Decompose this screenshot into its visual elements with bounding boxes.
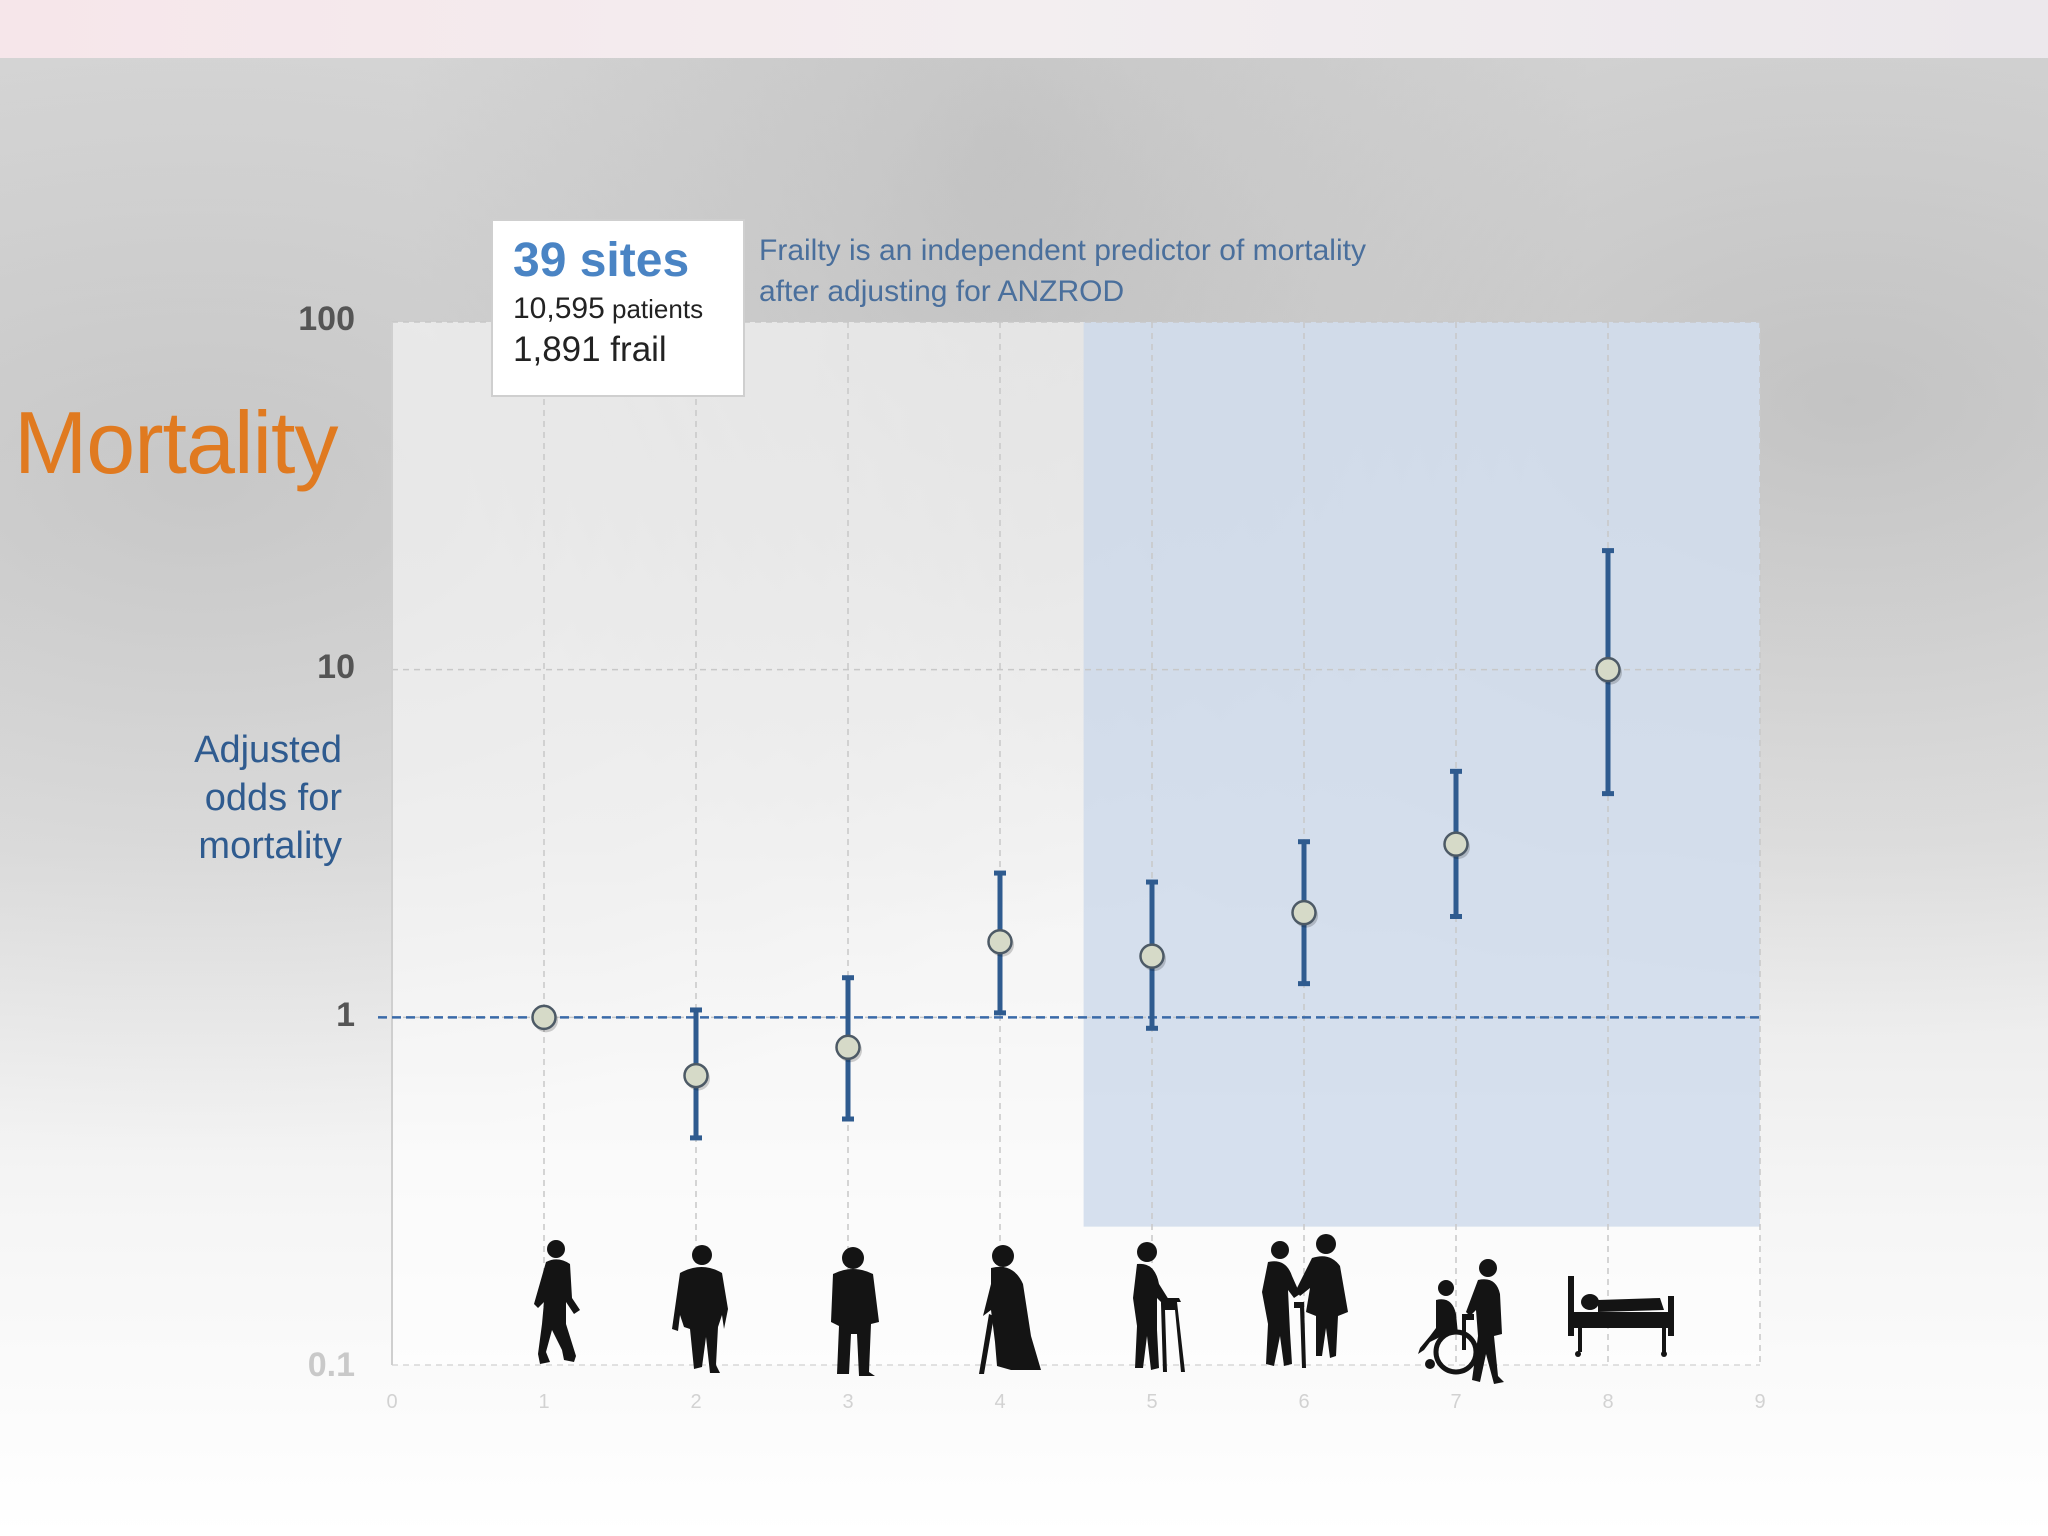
well-person-icon (672, 1245, 728, 1373)
plot-area (392, 322, 1760, 1365)
data-point (1443, 831, 1469, 857)
data-point (1139, 943, 1165, 969)
top-banner-strip (0, 0, 2048, 58)
very-fit-person-icon (534, 1240, 580, 1364)
data-point (1291, 899, 1317, 926)
person-in-wheelchair-icon (1418, 1259, 1504, 1384)
grid-lines (391, 321, 1761, 1366)
x-tick-label: 5 (1146, 1391, 1157, 1413)
managing-well-person-icon (831, 1247, 879, 1376)
y-tick-0-1: 0.1 (307, 1346, 355, 1384)
annotation-line: Frailty is an independent predictor of m… (759, 234, 1366, 267)
x-tick-label: 4 (994, 1391, 1005, 1413)
category-icons (534, 1234, 1674, 1384)
patients-number: 10,595 (513, 292, 605, 325)
x-tick-label: 6 (1298, 1391, 1309, 1413)
x-tick-labels: 0 1 2 3 4 5 6 7 8 9 (386, 1391, 1765, 1413)
frail-count: 1,891 frail (513, 330, 667, 369)
y-axis-label-line: Adjusted (194, 729, 342, 771)
y-axis-label-line: mortality (198, 825, 342, 867)
y-tick-100: 100 (298, 300, 355, 338)
x-tick-label: 8 (1602, 1391, 1613, 1413)
data-point (1595, 656, 1621, 683)
y-tick-1: 1 (336, 996, 355, 1034)
slide-title: Mortality (14, 393, 338, 492)
data-point (683, 1062, 709, 1089)
x-tick-label: 2 (690, 1391, 701, 1413)
patients-word: patients (612, 294, 704, 324)
annotation-text: Frailty is an independent predictor of m… (759, 230, 1459, 312)
vulnerable-person-with-cane-icon (979, 1245, 1041, 1374)
x-tick-label: 0 (386, 1391, 397, 1413)
y-tick-10: 10 (317, 648, 355, 686)
y-axis-label-line: odds for (204, 777, 342, 819)
bedridden-person-icon (1568, 1276, 1674, 1357)
data-point (835, 1034, 861, 1061)
shaded-region (1083, 322, 1760, 1227)
annotation-line: after adjusting for ANZROD (759, 275, 1125, 308)
x-tick-label: 1 (538, 1391, 549, 1413)
person-with-walker-icon (1133, 1242, 1185, 1372)
data-point (531, 1004, 557, 1031)
y-axis-label: Adjusted odds for mortality (150, 726, 342, 870)
study-summary-box: 39 sites 10,595 patients 1,891 frail (491, 219, 745, 397)
x-tick-label: 9 (1754, 1391, 1765, 1413)
data-point (987, 928, 1013, 955)
assisted-person-icon (1262, 1234, 1348, 1368)
sites-count: 39 sites (513, 234, 690, 287)
x-tick-label: 7 (1450, 1391, 1461, 1413)
data-points (531, 656, 1622, 1091)
x-tick-label: 3 (842, 1391, 853, 1413)
patients-count: 10,595 patients (513, 289, 743, 329)
